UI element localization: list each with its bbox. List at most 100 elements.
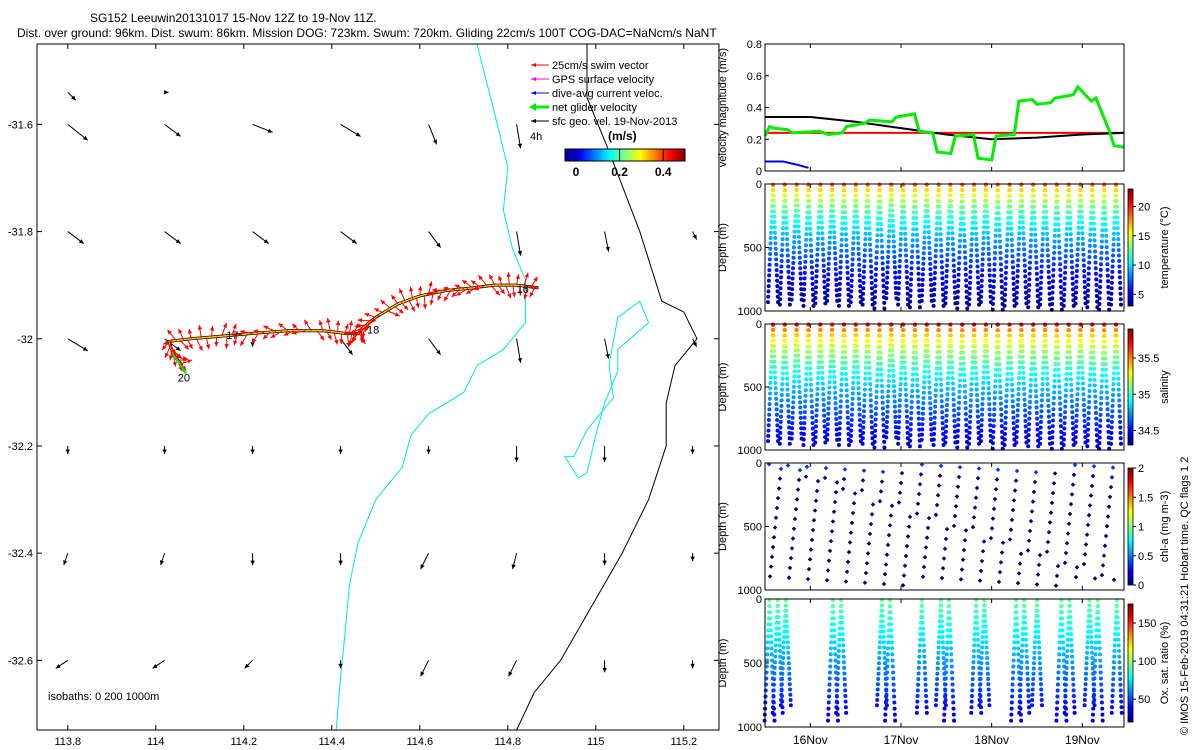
geo-vector-head (517, 250, 523, 256)
section-point (1076, 225, 1081, 230)
section-point (1045, 237, 1050, 242)
section-point (840, 366, 845, 371)
geo-vector-head (175, 346, 181, 351)
oxygen-point (763, 694, 768, 699)
oxygen-point (1037, 661, 1042, 666)
section-point (875, 378, 880, 383)
section-point (916, 277, 921, 282)
section-point (946, 225, 951, 230)
section-point (860, 436, 865, 441)
section-point (938, 237, 943, 242)
section-point (1098, 262, 1103, 267)
section-point (934, 226, 939, 231)
oxygen-point (1055, 688, 1060, 693)
swim-vector-head (164, 352, 169, 358)
section-point (791, 250, 796, 255)
section-point (856, 252, 861, 257)
section-point (996, 345, 1001, 350)
section-point (813, 290, 818, 295)
section-point (1038, 441, 1043, 446)
section-point (887, 373, 892, 378)
oxygen-point (769, 640, 774, 645)
section-point (1035, 294, 1040, 299)
section-point (890, 348, 895, 353)
section-point (904, 259, 909, 264)
section-point (784, 226, 789, 231)
section-point (905, 420, 910, 425)
section-point (779, 253, 784, 258)
oxygen-point (832, 628, 837, 633)
section-point (771, 322, 775, 327)
section-point (902, 360, 907, 365)
oxygen-point (828, 664, 833, 669)
section-point (936, 322, 941, 327)
chla-point (897, 490, 903, 495)
section-point (1052, 245, 1057, 250)
panel-ytick-label: 0.2 (747, 134, 762, 146)
section-point (809, 399, 814, 404)
section-point (768, 375, 773, 380)
section-point (1088, 227, 1093, 232)
section-point (842, 199, 847, 204)
section-point (993, 228, 998, 233)
section-point (791, 384, 796, 389)
section-point (984, 338, 989, 343)
section-point (808, 237, 813, 242)
section-point (1080, 365, 1085, 370)
section-point (1082, 268, 1087, 273)
section-point (884, 425, 889, 430)
chla-point (991, 506, 997, 512)
section-point (974, 376, 979, 381)
oxygen-point (775, 603, 780, 608)
oxygen-point (1020, 637, 1025, 642)
section-point (981, 230, 986, 235)
section-point (1094, 288, 1099, 293)
section-point (766, 439, 770, 444)
section-point (939, 393, 944, 398)
chla-point (1092, 576, 1098, 581)
section-point (1062, 287, 1067, 292)
panel-ytick-label: 0 (756, 166, 762, 178)
section-point (937, 210, 942, 215)
section-point (992, 401, 997, 406)
section-point (1097, 429, 1102, 434)
oxygen-point (969, 705, 974, 710)
section-point (926, 359, 931, 364)
oxygen-point (1088, 619, 1093, 624)
section-point (814, 268, 819, 273)
section-point (792, 369, 797, 374)
section-point (1082, 419, 1087, 424)
oxygen-point (935, 671, 940, 676)
section-point (879, 367, 884, 372)
section-point (1022, 247, 1027, 252)
section-point (858, 289, 863, 294)
section-point (929, 422, 934, 427)
section-point (956, 406, 961, 411)
chla-point (1086, 512, 1092, 518)
oxygen-point (771, 688, 776, 693)
section-point (786, 259, 791, 264)
section-point (951, 397, 956, 402)
oxygen-point (951, 706, 956, 711)
section-point (932, 426, 937, 431)
section-point (985, 354, 990, 359)
swim-vector-head (344, 323, 349, 329)
oxygen-point (1066, 632, 1071, 637)
section-point (1044, 209, 1049, 214)
oxygen-point (768, 610, 773, 615)
section-point (1009, 366, 1014, 371)
oxygen-point (1114, 603, 1119, 608)
section-point (949, 338, 954, 343)
section-point (1040, 392, 1045, 397)
section-point (1103, 205, 1108, 210)
chla-point (1050, 490, 1056, 496)
chla-point (1029, 509, 1035, 514)
section-point (905, 430, 910, 435)
section-point (903, 231, 908, 236)
swim-vector-head (364, 326, 369, 332)
chla-point (916, 491, 922, 497)
section-point (1099, 245, 1104, 250)
swim-vector-head (432, 287, 437, 293)
section-point (999, 412, 1004, 417)
section-point (1076, 220, 1081, 225)
